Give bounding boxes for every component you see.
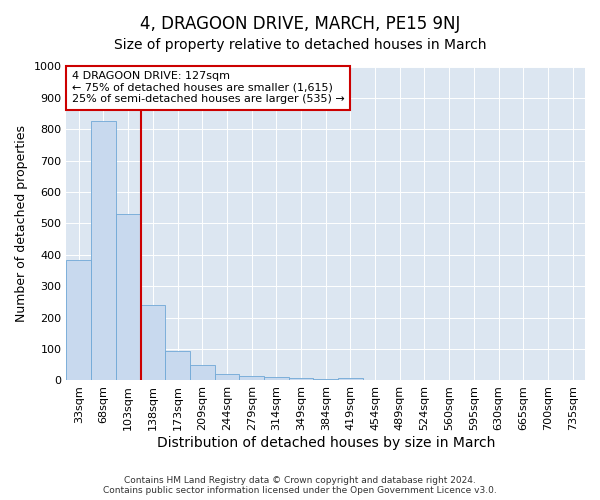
Bar xyxy=(215,374,239,380)
Text: 4 DRAGOON DRIVE: 127sqm
← 75% of detached houses are smaller (1,615)
25% of semi: 4 DRAGOON DRIVE: 127sqm ← 75% of detache… xyxy=(71,71,344,104)
Bar xyxy=(239,376,264,380)
Bar xyxy=(190,365,215,380)
X-axis label: Distribution of detached houses by size in March: Distribution of detached houses by size … xyxy=(157,436,495,450)
Text: Contains HM Land Registry data © Crown copyright and database right 2024.
Contai: Contains HM Land Registry data © Crown c… xyxy=(103,476,497,495)
Bar xyxy=(338,378,363,380)
Bar xyxy=(67,260,91,380)
Bar xyxy=(165,352,190,380)
Text: 4, DRAGOON DRIVE, MARCH, PE15 9NJ: 4, DRAGOON DRIVE, MARCH, PE15 9NJ xyxy=(140,15,460,33)
Text: Size of property relative to detached houses in March: Size of property relative to detached ho… xyxy=(114,38,486,52)
Bar xyxy=(264,378,289,380)
Bar xyxy=(91,122,116,380)
Bar xyxy=(289,378,313,380)
Bar xyxy=(313,379,338,380)
Bar xyxy=(140,305,165,380)
Bar xyxy=(116,214,140,380)
Y-axis label: Number of detached properties: Number of detached properties xyxy=(15,125,28,322)
